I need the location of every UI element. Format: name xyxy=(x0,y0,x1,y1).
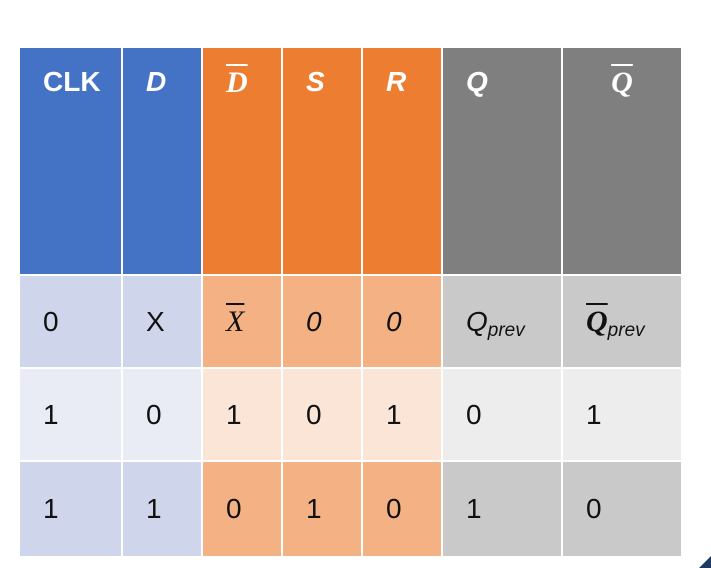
header-q-bar: Q xyxy=(563,48,681,276)
row3-s: 1 xyxy=(283,462,363,556)
row1-d-bar: X xyxy=(203,276,283,369)
row1-d-bar-value: X xyxy=(226,304,245,338)
row1-d: X xyxy=(123,276,203,369)
row1-q-bar-value: Q xyxy=(586,304,608,338)
header-q: Q xyxy=(443,48,563,276)
row1-r: 0 xyxy=(363,276,443,369)
row1-q-sub: prev xyxy=(487,319,525,341)
row2-r: 1 xyxy=(363,369,443,462)
row3-q-bar: 0 xyxy=(563,462,681,556)
row1-q-bar-sub: prev xyxy=(607,319,645,341)
header-s: S xyxy=(283,48,363,276)
header-d-bar: D xyxy=(203,48,283,276)
row2-d: 0 xyxy=(123,369,203,462)
row2-clk: 1 xyxy=(20,369,123,462)
header-q-bar-label: Q xyxy=(611,66,633,99)
header-d-bar-label: D xyxy=(226,66,248,99)
row3-r: 0 xyxy=(363,462,443,556)
header-d: D xyxy=(123,48,203,276)
row3-clk: 1 xyxy=(20,462,123,556)
header-r: R xyxy=(363,48,443,276)
row3-d: 1 xyxy=(123,462,203,556)
row3-q: 1 xyxy=(443,462,563,556)
row1-clk: 0 xyxy=(20,276,123,369)
corner-decoration xyxy=(699,556,711,568)
row2-s: 0 xyxy=(283,369,363,462)
header-clk: CLK xyxy=(20,48,123,276)
row1-s: 0 xyxy=(283,276,363,369)
row2-q: 0 xyxy=(443,369,563,462)
row1-q-value: Q xyxy=(466,305,488,337)
row2-q-bar: 1 xyxy=(563,369,681,462)
row2-d-bar: 1 xyxy=(203,369,283,462)
row3-d-bar: 0 xyxy=(203,462,283,556)
